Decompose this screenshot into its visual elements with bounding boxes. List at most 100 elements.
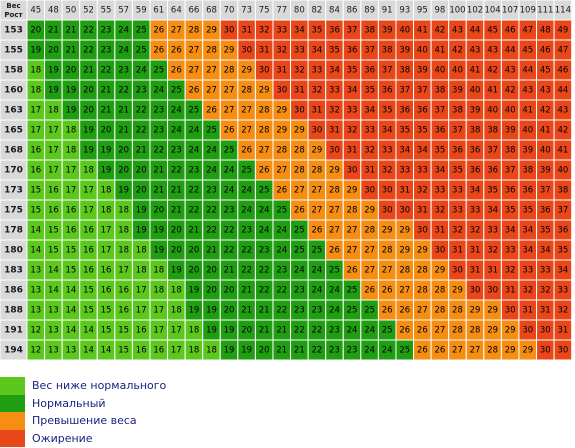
bmi-cell-value: 22 — [276, 286, 287, 296]
bmi-cell-value: 34 — [557, 266, 568, 276]
bmi-cell-value: 28 — [470, 326, 481, 336]
bmi-cell-value: 24 — [364, 346, 375, 356]
bmi-cell-value: 32 — [311, 86, 322, 96]
bmi-cell-value: 26 — [153, 46, 164, 56]
bmi-cell-value: 36 — [540, 206, 551, 216]
bmi-cell-value: 29 — [241, 66, 252, 76]
weight-header-label: 107 — [502, 6, 518, 16]
bmi-cell-value: 21 — [259, 326, 270, 336]
bmi-cell-value: 24 — [311, 286, 322, 296]
bmi-cell-value: 39 — [540, 166, 551, 176]
bmi-cell-value: 29 — [294, 126, 305, 136]
bmi-cell-value: 32 — [417, 186, 428, 196]
bmi-cell-value: 32 — [452, 226, 463, 236]
bmi-cell-value: 16 — [136, 326, 147, 336]
bmi-cell-value: 27 — [329, 206, 340, 216]
bmi-cell-value: 27 — [347, 226, 358, 236]
height-header-label: 178 — [4, 226, 23, 236]
bmi-cell-value: 22 — [241, 246, 252, 256]
bmi-cell-value: 46 — [540, 46, 551, 56]
weight-header-label: 50 — [66, 6, 77, 16]
bmi-cell-value: 31 — [311, 106, 322, 116]
bmi-cell-value: 25 — [399, 346, 410, 356]
bmi-cell-value: 35 — [364, 86, 375, 96]
bmi-cell-value: 19 — [101, 166, 112, 176]
bmi-cell-value: 26 — [382, 286, 393, 296]
bmi-cell-value: 34 — [434, 166, 445, 176]
bmi-cell-value: 43 — [557, 106, 568, 116]
bmi-cell-value: 32 — [329, 106, 340, 116]
legend-swatch-normal — [0, 394, 25, 413]
bmi-cell-value: 22 — [206, 226, 217, 236]
bmi-cell-value: 34 — [522, 226, 533, 236]
bmi-cell-value: 38 — [487, 126, 498, 136]
bmi-cell-value: 17 — [48, 166, 59, 176]
height-header-label: 158 — [4, 66, 23, 76]
bmi-cell-value: 16 — [30, 146, 41, 156]
bmi-cell-value: 23 — [153, 106, 164, 116]
bmi-cell-value: 25 — [347, 306, 358, 316]
bmi-cell-value: 21 — [206, 246, 217, 256]
bmi-cell-value: 22 — [241, 266, 252, 276]
bmi-cell-value: 19 — [136, 206, 147, 216]
bmi-cell-value: 37 — [452, 126, 463, 136]
bmi-cell-value: 17 — [83, 186, 94, 196]
bmi-cell-value: 27 — [189, 66, 200, 76]
bmi-cell-value: 19 — [241, 346, 252, 356]
bmi-cell-value: 35 — [557, 246, 568, 256]
bmi-cell-value: 24 — [329, 306, 340, 316]
bmi-cell-value: 33 — [487, 226, 498, 236]
height-header-label: 183 — [4, 266, 23, 276]
bmi-cell-value: 23 — [329, 326, 340, 336]
bmi-cell-value: 26 — [241, 146, 252, 156]
weight-header-label: 102 — [467, 6, 483, 16]
weight-header-label: 86 — [347, 6, 358, 16]
bmi-cell-value: 28 — [487, 346, 498, 356]
weight-header-label: 64 — [171, 6, 182, 16]
bmi-cell-value: 21 — [276, 346, 287, 356]
bmi-cell-value: 24 — [382, 346, 393, 356]
bmi-cell-value: 25 — [329, 266, 340, 276]
height-header-label: 163 — [4, 106, 23, 116]
bmi-cell-value: 34 — [470, 186, 481, 196]
bmi-cell-value: 21 — [136, 146, 147, 156]
bmi-cell-value: 19 — [206, 326, 217, 336]
bmi-cell-value: 20 — [30, 26, 41, 36]
height-header-label: 194 — [4, 346, 23, 356]
bmi-cell-value: 33 — [417, 166, 428, 176]
bmi-cell-value: 25 — [153, 66, 164, 76]
bmi-cell-value: 27 — [470, 346, 481, 356]
bmi-cell-value: 34 — [522, 246, 533, 256]
bmi-cell-value: 37 — [364, 46, 375, 56]
bmi-cell-value: 36 — [347, 46, 358, 56]
bmi-cell-value: 23 — [189, 166, 200, 176]
bmi-cell-value: 23 — [329, 346, 340, 356]
bmi-cell-value: 18 — [83, 166, 94, 176]
bmi-cell-value: 20 — [206, 266, 217, 276]
bmi-cell-value: 25 — [136, 26, 147, 36]
bmi-cell-value: 28 — [259, 106, 270, 116]
bmi-cell-value: 33 — [434, 186, 445, 196]
bmi-cell-value: 29 — [452, 286, 463, 296]
bmi-cell-value: 26 — [347, 266, 358, 276]
bmi-cell-value: 40 — [557, 166, 568, 176]
height-header-label: 168 — [4, 146, 23, 156]
bmi-cell-value: 41 — [522, 106, 533, 116]
bmi-cell-value: 29 — [505, 326, 516, 336]
bmi-cell-value: 24 — [294, 266, 305, 276]
bmi-cell-value: 14 — [83, 346, 94, 356]
bmi-cell-value: 48 — [540, 26, 551, 36]
bmi-cell-value: 35 — [329, 46, 340, 56]
bmi-cell-value: 16 — [153, 346, 164, 356]
bmi-cell-value: 14 — [66, 286, 77, 296]
bmi-cell-value: 17 — [153, 326, 164, 336]
bmi-cell-value: 32 — [347, 126, 358, 136]
bmi-cell-value: 30 — [329, 146, 340, 156]
bmi-cell-value: 24 — [347, 326, 358, 336]
bmi-cell-value: 16 — [83, 266, 94, 276]
bmi-cell-value: 18 — [118, 206, 129, 216]
bmi-cell-value: 26 — [259, 166, 270, 176]
bmi-cell-value: 13 — [48, 326, 59, 336]
bmi-cell-value: 21 — [259, 306, 270, 316]
bmi-cell-value: 38 — [522, 166, 533, 176]
